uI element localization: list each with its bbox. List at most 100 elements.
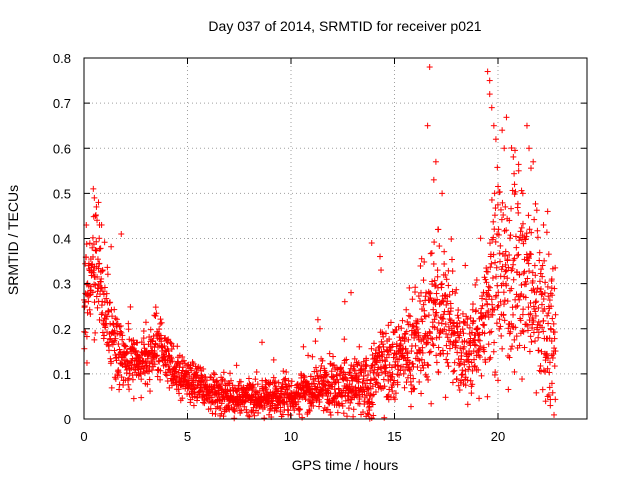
- data-point: [487, 354, 494, 361]
- data-point: [125, 326, 132, 333]
- data-point: [490, 218, 497, 225]
- data-point: [94, 304, 101, 311]
- data-point: [334, 376, 341, 383]
- data-point: [448, 256, 455, 263]
- data-point: [508, 267, 515, 274]
- data-point: [275, 379, 282, 386]
- data-point: [211, 399, 218, 406]
- data-point: [331, 362, 338, 369]
- data-point: [275, 387, 282, 394]
- data-point: [94, 256, 101, 263]
- data-point: [391, 396, 398, 403]
- data-point: [402, 345, 409, 352]
- data-point: [405, 336, 412, 343]
- data-point: [314, 384, 321, 391]
- data-point: [409, 322, 416, 329]
- data-point: [269, 397, 276, 404]
- data-point: [148, 349, 155, 356]
- data-point: [502, 203, 509, 210]
- data-point: [533, 389, 540, 396]
- data-point: [90, 185, 97, 192]
- data-point: [468, 390, 475, 397]
- data-point: [515, 167, 522, 174]
- data-point: [91, 299, 98, 306]
- data-point: [316, 399, 323, 406]
- data-point: [89, 253, 96, 260]
- data-point: [455, 315, 462, 322]
- data-point: [407, 313, 414, 320]
- data-point: [220, 413, 227, 420]
- data-point: [126, 386, 133, 393]
- data-point: [133, 347, 140, 354]
- data-point: [250, 384, 257, 391]
- data-point: [448, 236, 455, 243]
- data-point: [496, 188, 503, 195]
- data-point: [395, 323, 402, 330]
- data-point: [370, 369, 377, 376]
- data-point: [91, 336, 98, 343]
- data-point: [285, 407, 292, 414]
- data-point: [153, 353, 160, 360]
- data-point: [407, 372, 414, 379]
- data-point: [503, 114, 510, 121]
- data-point: [370, 340, 377, 347]
- data-point: [409, 296, 416, 303]
- data-point: [507, 346, 514, 353]
- data-point: [130, 395, 137, 402]
- data-point: [281, 377, 288, 384]
- data-point: [191, 385, 198, 392]
- data-point: [462, 262, 469, 269]
- data-point: [392, 390, 399, 397]
- x-tick-label: 10: [284, 429, 298, 444]
- data-point: [411, 385, 418, 392]
- data-point: [327, 411, 334, 418]
- data-point: [528, 165, 535, 172]
- data-point: [540, 328, 547, 335]
- data-point: [114, 330, 121, 337]
- data-point: [544, 208, 551, 215]
- data-point: [287, 412, 294, 419]
- data-point: [245, 375, 252, 382]
- data-point: [93, 247, 100, 254]
- data-point: [272, 378, 279, 385]
- data-point: [431, 239, 438, 246]
- data-point: [101, 332, 108, 339]
- y-tick-label: 0.6: [53, 141, 71, 156]
- data-point: [158, 319, 165, 326]
- data-point: [161, 343, 168, 350]
- data-point: [504, 275, 511, 282]
- data-point: [199, 388, 206, 395]
- data-point: [431, 277, 438, 284]
- data-point: [504, 298, 511, 305]
- data-point: [117, 322, 124, 329]
- data-point: [512, 233, 519, 240]
- data-point: [280, 368, 287, 375]
- data-point: [475, 366, 482, 373]
- data-point: [476, 395, 483, 402]
- y-tick-label: 0.8: [53, 51, 71, 66]
- data-point: [532, 200, 539, 207]
- data-point: [545, 310, 552, 317]
- data-point: [544, 283, 551, 290]
- data-point: [166, 384, 173, 391]
- y-tick-label: 0.7: [53, 96, 71, 111]
- data-point: [223, 403, 230, 410]
- data-point: [328, 368, 335, 375]
- data-point: [379, 341, 386, 348]
- data-point: [397, 341, 404, 348]
- data-point: [157, 367, 164, 374]
- data-point: [291, 407, 298, 414]
- data-point: [441, 248, 448, 255]
- data-point: [424, 122, 431, 129]
- data-point: [316, 373, 323, 380]
- x-tick-label: 5: [184, 429, 191, 444]
- data-point: [501, 317, 508, 324]
- data-point: [455, 307, 462, 314]
- data-point: [406, 367, 413, 374]
- y-tick-label: 0.5: [53, 186, 71, 201]
- data-point: [446, 345, 453, 352]
- data-point: [453, 375, 460, 382]
- data-point: [91, 194, 98, 201]
- data-point: [86, 240, 93, 247]
